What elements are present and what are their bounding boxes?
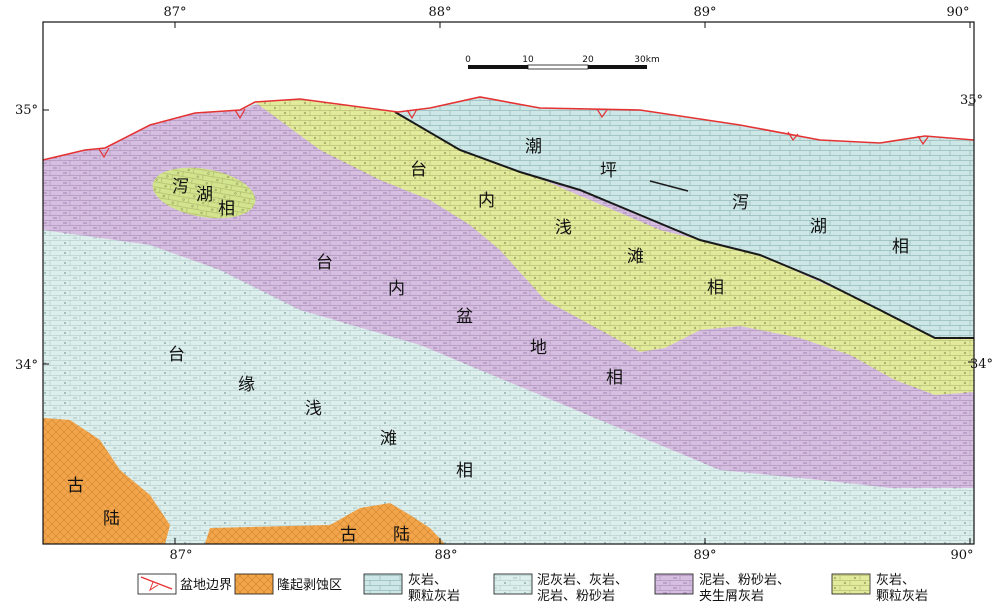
scale-label-0: 0 [465, 55, 471, 65]
label-shoal-3: 浅 [555, 218, 572, 238]
bottom-tick-90: 90° [950, 548, 973, 563]
boundary-teeth [98, 108, 929, 159]
label-basin-4: 地 [530, 338, 547, 358]
label-tidal-4: 湖 [810, 217, 827, 237]
label-margin-2: 缘 [238, 375, 255, 395]
scale-label-30km: 30km [634, 55, 659, 65]
label-shoal-1: 台 [410, 160, 427, 180]
legend-label-grain-1: 灰岩、 [876, 573, 915, 588]
legend-label-uplift: 隆起剥蚀区 [277, 578, 342, 593]
facies-boundary-line [394, 111, 974, 339]
scale-label-10: 10 [522, 55, 534, 65]
label-margin-4: 滩 [380, 429, 397, 449]
legend-label-mudstone-2: 夹生屑灰岩 [699, 589, 764, 604]
label-lagoon-1: 泻 [172, 177, 189, 197]
map-frame [42, 21, 975, 545]
label-oldland-bottom-1: 古 [340, 525, 357, 545]
label-basin-2: 内 [388, 279, 405, 299]
label-tidal-2: 坪 [600, 161, 617, 181]
label-margin-5: 相 [456, 461, 473, 481]
legend-label-grain-2: 颗粒灰岩 [876, 589, 928, 604]
left-tick-34: 34° [15, 358, 38, 373]
legend-label-boundary: 盆地边界 [180, 578, 232, 593]
legend: 盆地边界 隆起剥蚀区 灰岩、 颗粒灰岩 泥灰岩、灰岩、 泥岩、粉砂岩 泥岩、粉砂… [137, 573, 928, 604]
label-lagoon-2: 湖 [196, 185, 213, 205]
legend-label-marl-2: 泥岩、粉砂岩 [537, 589, 615, 604]
label-oldland-left-1: 古 [67, 476, 84, 496]
legend-label-mudstone-1: 泥岩、粉砂岩、 [699, 573, 790, 588]
right-tick-35: 35° [960, 93, 983, 108]
bottom-tick-87: 87° [169, 548, 192, 563]
label-tidal-1: 潮 [525, 137, 542, 157]
top-tick-90: 90° [946, 5, 969, 20]
label-tidal-3: 泻 [732, 193, 749, 213]
basin-boundary-line [43, 96, 974, 161]
bottom-tick-88: 88° [434, 548, 457, 563]
top-tick-88: 88° [428, 5, 451, 20]
left-tick-35: 35° [15, 103, 38, 118]
scale-bar: 0 10 20 30km [465, 55, 660, 70]
legend-label-limestone-2: 颗粒灰岩 [408, 589, 460, 604]
label-shoal-5: 相 [707, 278, 724, 298]
top-tick-89: 89° [693, 5, 716, 20]
label-shoal-4: 滩 [627, 247, 644, 267]
label-basin-3: 盆 [456, 307, 473, 327]
label-margin-1: 台 [168, 345, 185, 365]
label-oldland-bottom-2: 陆 [393, 525, 410, 545]
legend-label-marl-1: 泥灰岩、灰岩、 [537, 573, 628, 588]
fault-segment [649, 180, 689, 192]
label-tidal-5: 相 [892, 237, 909, 257]
label-basin-5: 相 [606, 368, 623, 388]
label-margin-3: 浅 [305, 399, 322, 419]
label-lagoon-3: 相 [218, 199, 235, 219]
legend-label-limestone-1: 灰岩、 [408, 573, 447, 588]
top-tick-87: 87° [163, 5, 186, 20]
bottom-tick-89: 89° [693, 548, 716, 563]
label-oldland-left-2: 陆 [103, 509, 120, 529]
right-tick-34: 34° [970, 357, 993, 372]
label-shoal-2: 内 [478, 191, 495, 211]
scale-label-20: 20 [582, 55, 594, 65]
label-basin-1: 台 [316, 253, 333, 273]
